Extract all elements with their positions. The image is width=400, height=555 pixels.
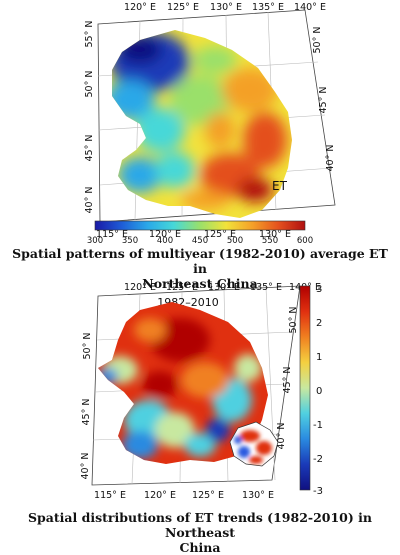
map2-right-lat-50: 50° N: [288, 307, 299, 334]
map1-right-lat-50: 50° N: [312, 27, 323, 54]
map2-cb-tick-0: 0: [316, 386, 322, 397]
et-average-map-panel: 120° E 125° E 130° E 135° E 140° E 115° …: [12, 2, 388, 291]
map1-et-label: ET: [272, 179, 288, 193]
et-trend-map: 1982–2010: [80, 282, 323, 501]
map1-left-lat-55: 55° N: [84, 21, 95, 48]
map2-caption-line1: Spatial distributions of ET trends (1982…: [28, 510, 372, 540]
map2-bottom-lon-120: 120° E: [144, 490, 176, 501]
map1-left-lat-40: 40° N: [84, 187, 95, 214]
map2-left-lat-50: 50° N: [82, 333, 93, 360]
map1-right-lat-45: 45° N: [318, 87, 329, 114]
map1-bottom-lon-115: 115° E: [96, 229, 128, 240]
map2-top-lon-125: 125° E: [166, 282, 198, 293]
map1-cb-tick-350: 350: [122, 236, 138, 246]
map1-top-lon-135: 135° E: [252, 2, 284, 13]
map2-top-lon-135: 135° E: [250, 282, 282, 293]
et-field: [112, 30, 292, 218]
map1-bottom-lon-125: 125° E: [204, 229, 236, 240]
map2-cb-tick-m3: -3: [313, 486, 323, 497]
map2-frame: [91, 285, 301, 486]
map1-cb-tick-400: 400: [157, 236, 173, 246]
map2-right-lat-45: 45° N: [282, 367, 293, 394]
map1-top-lon-140: 140° E: [294, 2, 326, 13]
map2-top-lon-130: 130° E: [208, 282, 240, 293]
et-average-map: 120° E 125° E 130° E 135° E 140° E 115° …: [84, 2, 336, 246]
map1-caption-line2: Northeast China: [142, 276, 258, 291]
map1-right-lat-40: 40° N: [325, 145, 336, 172]
map1-top-lon-130: 130° E: [210, 2, 242, 13]
map1-cb-tick-300: 300: [87, 236, 103, 246]
map1-caption-line1: Spatial patterns of multiyear (1982-2010…: [12, 246, 388, 276]
map1-colorbar: 300 350 400 450 500 550 600: [87, 220, 313, 246]
significance-inset-map: [229, 421, 279, 467]
map2-cb-tick-2: 2: [316, 318, 322, 329]
map2-cb-tick-m2: -2: [313, 454, 323, 465]
map1-bottom-lon-130: 130° E: [259, 229, 291, 240]
map2-colorbar: 3 2 1 0 -1 -2 -3: [299, 284, 323, 497]
map1-cb-tick-600: 600: [297, 236, 313, 246]
map2-caption: Spatial distributions of ET trends (1982…: [12, 510, 388, 555]
map1-bottom-lon-120: 120° E: [149, 229, 181, 240]
map1-frame: [97, 9, 336, 223]
map2-left-lat-45: 45° N: [81, 399, 92, 426]
map1-cb-tick-500: 500: [227, 236, 243, 246]
map2-caption-line2: China: [179, 540, 221, 555]
map1-top-lon-120: 120° E: [124, 2, 156, 13]
map2-bottom-lon-115: 115° E: [94, 490, 126, 501]
map2-cb-tick-m1: -1: [313, 420, 323, 431]
map2-cb-tick-3: 3: [316, 284, 322, 295]
map1-left-lat-50: 50° N: [84, 71, 95, 98]
map1-caption: Spatial patterns of multiyear (1982-2010…: [12, 246, 388, 291]
map1-top-lon-125: 125° E: [167, 2, 199, 13]
map1-cb-tick-450: 450: [192, 236, 208, 246]
map2-cb-tick-1: 1: [316, 352, 322, 363]
et-trend-map-panel: 1982–2010: [0, 280, 400, 555]
map2-bottom-lon-130: 130° E: [242, 490, 274, 501]
map2-top-lon-120: 120° E: [124, 282, 156, 293]
map2-right-lat-40: 40° N: [276, 423, 287, 450]
map1-left-lat-45: 45° N: [84, 135, 95, 162]
map2-bottom-lon-125: 125° E: [192, 490, 224, 501]
map1-cb-tick-550: 550: [262, 236, 278, 246]
map2-left-lat-40: 40° N: [80, 453, 91, 480]
